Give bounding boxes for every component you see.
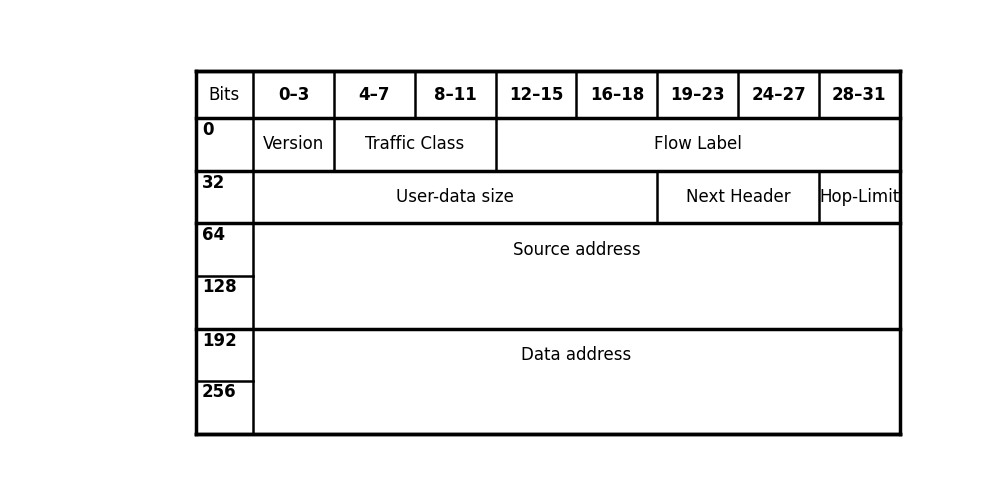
Text: 0: 0	[202, 121, 213, 139]
Text: 24–27: 24–27	[750, 86, 805, 104]
Text: 256: 256	[202, 383, 236, 401]
Text: 19–23: 19–23	[670, 86, 724, 104]
Text: Source address: Source address	[513, 241, 640, 259]
Text: Hop-Limit: Hop-Limit	[818, 188, 899, 206]
Text: Bits: Bits	[209, 86, 240, 104]
Text: Flow Label: Flow Label	[653, 135, 741, 153]
Text: 32: 32	[202, 174, 225, 192]
Text: User-data size: User-data size	[396, 188, 514, 206]
Text: 4–7: 4–7	[358, 86, 390, 104]
Text: Version: Version	[263, 135, 324, 153]
Text: Next Header: Next Header	[685, 188, 789, 206]
Text: 192: 192	[202, 332, 237, 350]
Text: 12–15: 12–15	[509, 86, 563, 104]
Text: 28–31: 28–31	[831, 86, 886, 104]
Text: Data address: Data address	[521, 346, 631, 364]
Text: 128: 128	[202, 278, 236, 296]
Text: 0–3: 0–3	[278, 86, 309, 104]
Text: 16–18: 16–18	[589, 86, 643, 104]
Text: 64: 64	[202, 226, 225, 245]
Text: Traffic Class: Traffic Class	[365, 135, 464, 153]
Text: 8–11: 8–11	[433, 86, 476, 104]
